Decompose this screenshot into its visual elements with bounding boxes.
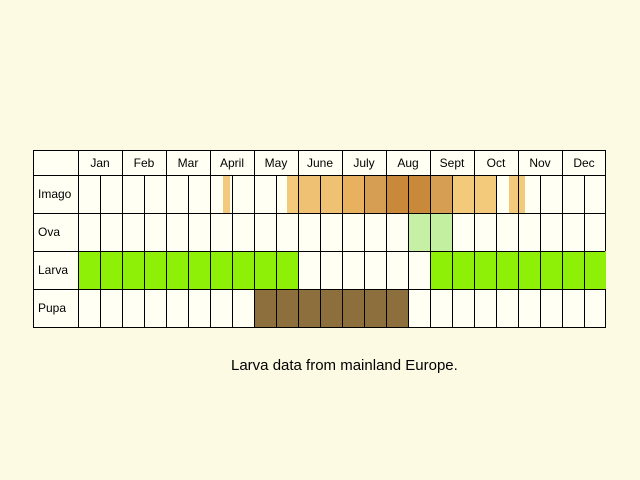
footnote: Larva data from mainland Europe. bbox=[231, 357, 458, 374]
stage-segment-imago-1 bbox=[287, 175, 298, 213]
month-header-oct: Oct bbox=[486, 156, 506, 170]
month-divider bbox=[254, 151, 255, 327]
stage-segment-ova-0 bbox=[408, 213, 430, 251]
month-divider bbox=[298, 151, 299, 327]
month-divider bbox=[518, 151, 519, 327]
stage-segment-imago-0 bbox=[223, 175, 230, 213]
month-header-may: May bbox=[264, 156, 288, 170]
stage-label-pupa: Pupa bbox=[38, 301, 67, 315]
month-divider bbox=[474, 151, 475, 327]
header-divider bbox=[34, 175, 605, 176]
row-divider bbox=[34, 289, 605, 290]
month-header-nov: Nov bbox=[529, 156, 551, 170]
stage-segment-pupa-0 bbox=[254, 289, 408, 327]
month-header-april: April bbox=[219, 156, 244, 170]
label-column-divider bbox=[78, 151, 79, 327]
stage-segment-imago-4 bbox=[364, 175, 386, 213]
row-divider bbox=[34, 213, 605, 214]
month-divider bbox=[122, 151, 123, 327]
stage-label-ova: Ova bbox=[38, 225, 61, 239]
stage-label-larva: Larva bbox=[38, 263, 69, 277]
month-header-aug: Aug bbox=[397, 156, 419, 170]
stage-segment-imago-6 bbox=[430, 175, 452, 213]
month-divider bbox=[562, 151, 563, 327]
month-header-july: July bbox=[353, 156, 375, 170]
month-header-dec: Dec bbox=[573, 156, 595, 170]
phenology-table: Jan Feb Mar April May June July Aug Sept Oct Nov De… bbox=[33, 150, 606, 328]
month-header-sept: Sept bbox=[439, 156, 465, 170]
month-header-jan: Jan bbox=[90, 156, 110, 170]
month-divider bbox=[386, 151, 387, 327]
stage-label-imago: Imago bbox=[38, 187, 72, 201]
stage-segment-imago-3 bbox=[342, 175, 364, 213]
month-divider bbox=[342, 151, 343, 327]
month-header-mar: Mar bbox=[177, 156, 199, 170]
month-header-june: June bbox=[306, 156, 334, 170]
stage-segment-ova-1 bbox=[430, 213, 452, 251]
month-header-feb: Feb bbox=[133, 156, 155, 170]
stage-segment-imago-8 bbox=[509, 175, 525, 213]
month-divider bbox=[430, 151, 431, 327]
month-divider bbox=[210, 151, 211, 327]
row-divider bbox=[34, 251, 605, 252]
month-divider bbox=[166, 151, 167, 327]
